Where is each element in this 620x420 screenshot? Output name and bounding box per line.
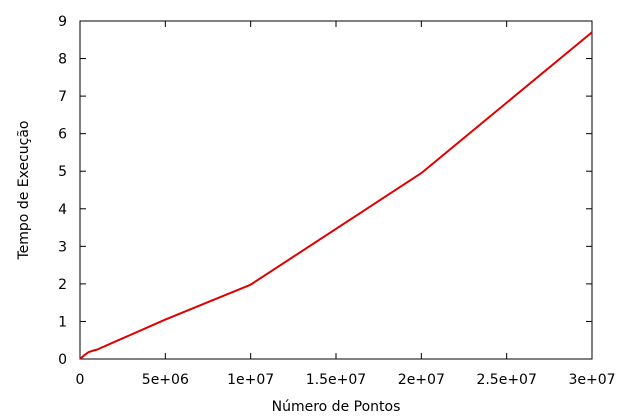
x-tick-label: 2e+07 [398,372,445,388]
plot-frame [79,20,593,360]
y-axis: 0 1 2 3 4 5 6 7 8 9 [58,14,592,368]
x-tick-label: 1e+07 [227,372,274,388]
y-tick-label: 3 [58,239,67,255]
y-tick-label: 6 [58,127,67,143]
plot-area [79,20,593,360]
y-tick-label: 0 [58,352,67,368]
x-tick-label: 2.5e+07 [476,372,536,388]
y-tick-label: 5 [58,164,67,180]
x-tick-label: 0 [76,372,85,388]
y-tick-label: 8 [58,52,67,68]
x-axis-title: Número de Pontos [272,399,401,415]
y-axis-title: Tempo de Execução [16,120,32,260]
x-tick-label: 5e+06 [142,372,189,388]
y-tick-label: 7 [58,89,67,105]
y-tick-label: 4 [58,202,67,218]
y-tick-label: 9 [58,14,67,30]
series-line [79,31,593,360]
x-axis: 0 5e+06 1e+07 1.5e+07 2e+07 2.5e+07 3e+07 [76,21,616,388]
y-tick-label: 2 [58,277,67,293]
x-tick-label: 3e+07 [568,372,615,388]
series-layer [79,31,593,360]
y-tick-label: 1 [58,314,67,330]
x-tick-label: 1.5e+07 [306,372,366,388]
